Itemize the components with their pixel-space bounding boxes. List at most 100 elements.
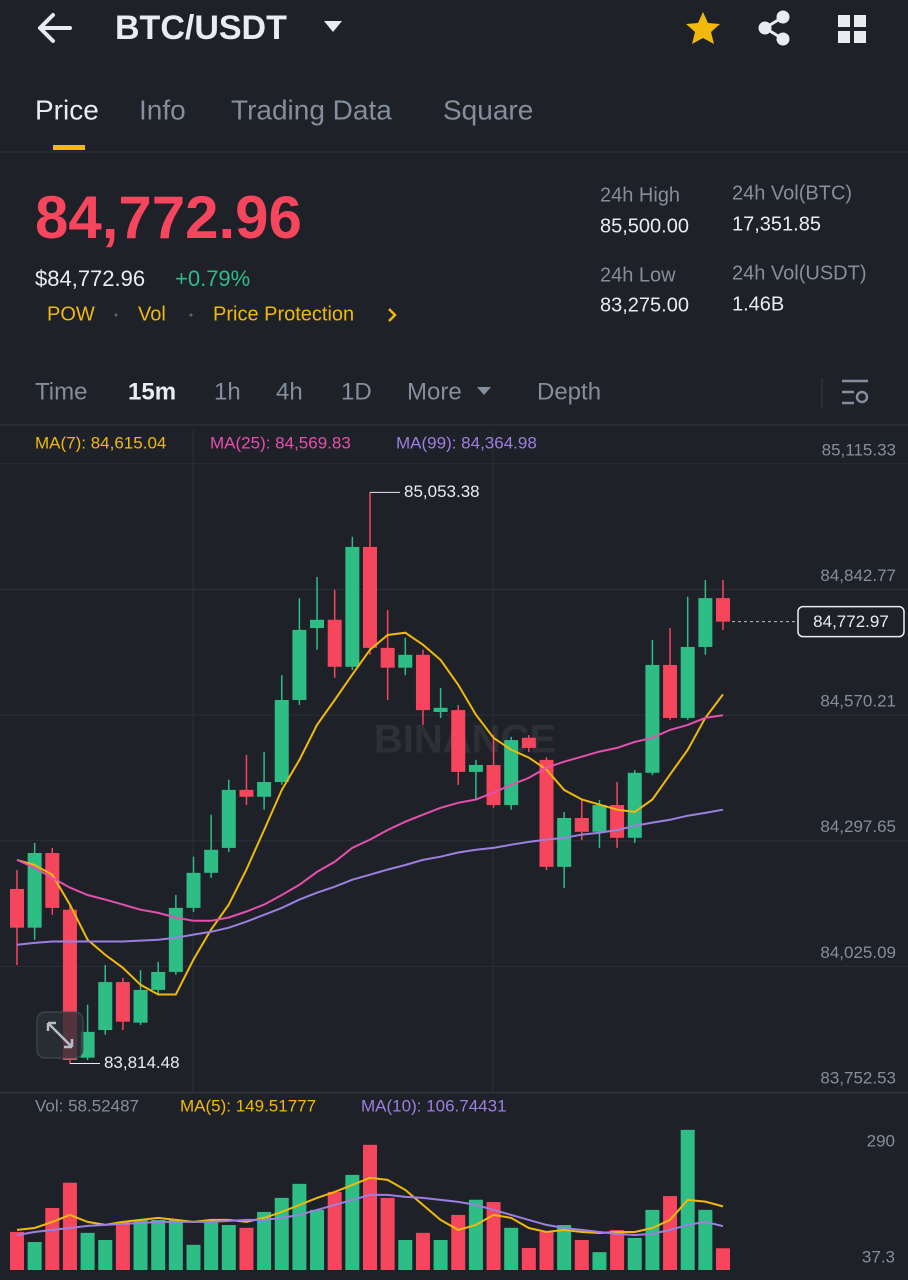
candle-body	[433, 707, 448, 712]
volume-bar	[221, 1225, 236, 1270]
volume-bar	[504, 1227, 519, 1270]
candle-body	[663, 664, 678, 718]
y-tick-label: 83,752.53	[820, 1068, 896, 1087]
last-price-label: 84,772.97	[813, 612, 889, 631]
back-button[interactable]	[38, 13, 72, 43]
interval[interactable]: Depth	[537, 378, 601, 405]
last-price-box	[797, 605, 905, 638]
volume-bar	[451, 1214, 466, 1270]
high-label: 85,053.38	[404, 482, 480, 501]
volume-bar	[80, 1232, 95, 1270]
candle-body	[592, 805, 607, 832]
interval[interactable]: 15m	[128, 378, 176, 405]
candle-body	[345, 546, 360, 667]
candle-body	[186, 872, 201, 908]
stat-value: 85,500.00	[600, 215, 689, 237]
volume-legend: Vol: 58.52487	[35, 1096, 139, 1115]
ma-legend: MA(7): 84,615.04	[35, 433, 166, 452]
candle-body	[274, 699, 289, 783]
tab[interactable]: Price	[35, 94, 99, 125]
more-dropdown[interactable]	[477, 387, 491, 395]
stat-label: 24h Vol(USDT)	[732, 262, 867, 284]
volume-bar	[10, 1231, 24, 1270]
expand-button[interactable]	[36, 1011, 84, 1059]
volume-bar	[398, 1239, 413, 1270]
tab[interactable]: Square	[443, 94, 533, 125]
volume-bar	[363, 1144, 377, 1270]
candle-body	[133, 989, 148, 1023]
separator	[114, 313, 118, 317]
volume-bar	[486, 1202, 501, 1270]
interval[interactable]: 4h	[276, 378, 303, 405]
pair-title[interactable]: BTC/USDT	[115, 9, 287, 47]
volume-bar	[257, 1211, 272, 1270]
tab[interactable]: Info	[139, 94, 186, 125]
volume-bar	[27, 1242, 42, 1270]
interval[interactable]: 1D	[341, 378, 372, 405]
candle-body	[310, 619, 325, 629]
low-label: 83,814.48	[104, 1053, 180, 1072]
separator	[189, 313, 193, 317]
interval[interactable]: 1h	[214, 378, 241, 405]
candle-body	[115, 982, 130, 1022]
candle-body	[645, 664, 660, 773]
volume-bar	[98, 1239, 113, 1270]
stat-label: 24h Vol(BTC)	[732, 182, 852, 204]
y-tick-label: 37.3	[862, 1247, 895, 1266]
volume-bar	[133, 1219, 148, 1270]
chevron	[388, 308, 397, 322]
tag[interactable]: Price Protection	[213, 303, 354, 325]
volume-bar	[415, 1232, 430, 1270]
volume-bar	[62, 1182, 77, 1270]
more-menu[interactable]	[838, 15, 866, 43]
share-button[interactable]	[758, 10, 790, 46]
volume-bar	[380, 1197, 395, 1270]
candle-body	[451, 710, 466, 772]
candle-body	[680, 646, 695, 718]
ma-line	[16, 714, 724, 922]
interval[interactable]: Time	[35, 378, 87, 405]
pair-dropdown[interactable]	[324, 21, 342, 32]
candle-body	[363, 546, 377, 648]
volume-bar	[574, 1239, 589, 1270]
candle-body	[98, 982, 113, 1031]
favorite-star[interactable]	[686, 12, 720, 44]
candle-body	[257, 782, 272, 797]
volume-bar	[151, 1219, 166, 1270]
candle-body	[574, 817, 589, 832]
volume-bar	[168, 1219, 183, 1270]
volume-bar	[239, 1227, 254, 1270]
ma-legend: MA(10): 106.74431	[361, 1096, 507, 1115]
volume-bar	[310, 1209, 325, 1270]
volume-bar	[292, 1183, 307, 1270]
stat-value: 83,275.00	[600, 294, 689, 316]
candle-body	[627, 772, 642, 838]
volume-bar	[521, 1248, 536, 1270]
volume-bar	[433, 1239, 448, 1270]
interval[interactable]: More	[407, 378, 462, 405]
volume-bar	[468, 1199, 483, 1270]
volume-bar	[539, 1231, 554, 1270]
candle-body	[80, 1031, 95, 1058]
y-tick-label: 84,025.09	[820, 943, 896, 962]
tag[interactable]: Vol	[138, 303, 166, 325]
candle-body	[486, 764, 501, 806]
candle-body	[204, 849, 219, 873]
candle-body	[168, 907, 183, 972]
tab[interactable]: Trading Data	[231, 94, 392, 125]
stat-value: 1.46B	[732, 293, 784, 315]
ma-line	[16, 1193, 724, 1237]
tag[interactable]: POW	[47, 303, 95, 325]
ma-legend: MA(25): 84,569.83	[210, 433, 351, 452]
volume-bar	[557, 1225, 572, 1270]
volume-bar	[663, 1196, 678, 1270]
y-tick-label: 84,570.21	[820, 692, 896, 711]
volume-bar	[645, 1209, 660, 1270]
candle-body	[327, 619, 342, 667]
chart-settings[interactable]	[842, 379, 869, 405]
candle-body	[504, 740, 519, 806]
volume-bar	[115, 1221, 130, 1270]
price-change: +0.79%	[175, 266, 250, 291]
candle-body	[557, 817, 572, 867]
